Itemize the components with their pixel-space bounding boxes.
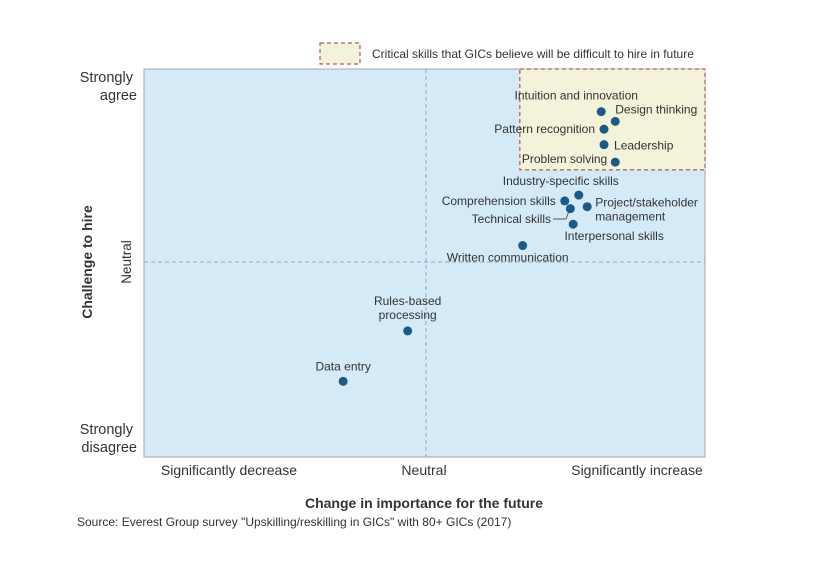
- data-point: [599, 124, 609, 134]
- point-label: Project/stakeholder management: [595, 196, 698, 224]
- y-tick-top: Strongly agree: [80, 70, 137, 104]
- data-point: [560, 196, 570, 206]
- point-label: Problem solving: [522, 152, 607, 166]
- point-label-line: management: [595, 210, 666, 224]
- data-point: [610, 116, 620, 126]
- x-axis-title: Change in importance for the future: [305, 495, 543, 511]
- legend-swatch: [319, 42, 361, 65]
- y-tick-bottom-line1: Strongly: [80, 422, 134, 438]
- y-tick-top-line2: agree: [100, 88, 137, 104]
- data-point: [596, 107, 606, 117]
- data-point: [574, 190, 584, 200]
- point-label-line: Rules-based: [374, 294, 441, 308]
- data-point: [599, 140, 609, 150]
- y-tick-neutral: Neutral: [119, 240, 134, 284]
- y-tick-top-line1: Strongly: [80, 70, 134, 86]
- point-label-line: processing: [379, 308, 437, 322]
- y-tick-bottom: Strongly disagree: [80, 422, 137, 456]
- x-tick-right: Significantly increase: [571, 462, 703, 478]
- point-label: Written communication: [447, 251, 569, 265]
- point-label: Industry-specific skills: [503, 174, 619, 188]
- data-point: [582, 202, 592, 212]
- x-tick-neutral: Neutral: [401, 462, 446, 478]
- point-label: Pattern recognition: [494, 122, 595, 136]
- data-point: [568, 219, 578, 229]
- point-label: Comprehension skills: [442, 194, 556, 208]
- data-point: [403, 326, 413, 336]
- legend-label: Critical skills that GICs believe will b…: [372, 47, 694, 61]
- data-point: [565, 204, 575, 214]
- point-label: Technical skills: [472, 212, 551, 226]
- point-label-line: Project/stakeholder: [595, 196, 698, 210]
- points-layer: [338, 107, 620, 386]
- y-tick-bottom-line2: disagree: [81, 440, 137, 456]
- source-note: Source: Everest Group survey "Upskilling…: [77, 515, 512, 529]
- point-label: Leadership: [614, 139, 674, 153]
- point-label: Design thinking: [615, 102, 697, 116]
- data-point: [338, 376, 348, 386]
- y-axis-title: Challenge to hire: [79, 205, 95, 319]
- point-label: Data entry: [315, 359, 370, 373]
- data-point: [518, 241, 528, 251]
- data-point: [610, 157, 620, 167]
- x-tick-left: Significantly decrease: [161, 462, 297, 478]
- point-label: Rules-based processing: [374, 294, 441, 322]
- point-label: Intuition and innovation: [514, 89, 637, 103]
- point-label: Interpersonal skills: [564, 229, 663, 243]
